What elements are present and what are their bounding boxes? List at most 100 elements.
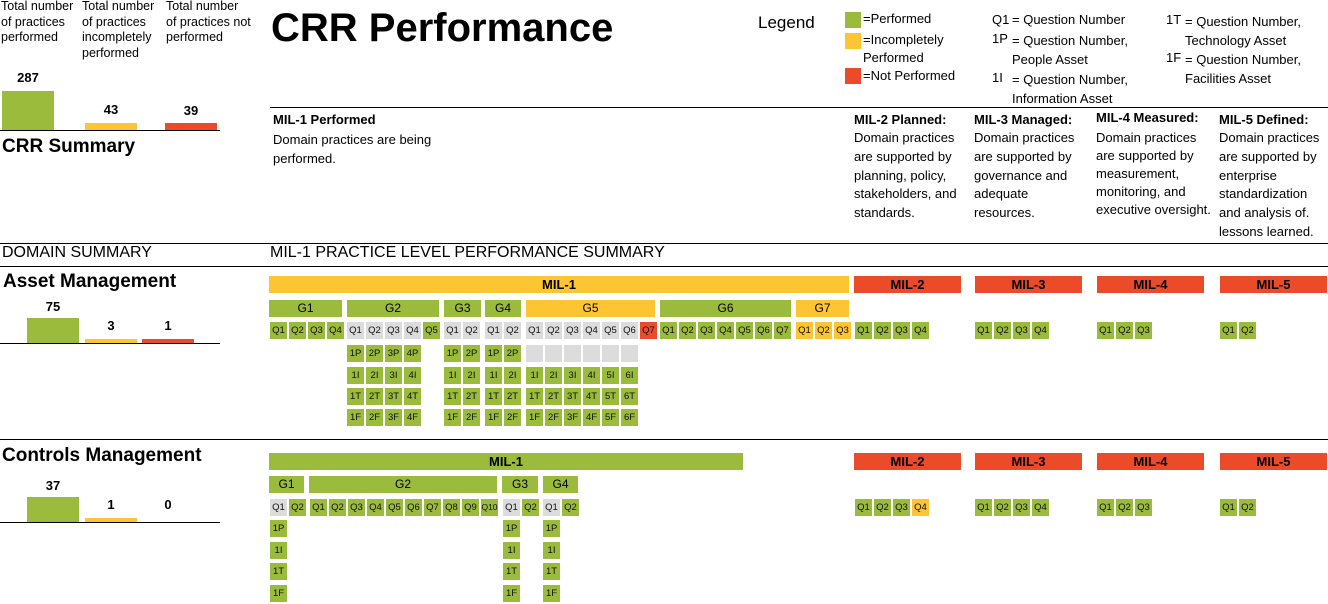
practice-cell: Q2: [994, 499, 1011, 516]
practice-cell: 1F: [444, 409, 461, 426]
practice-cell: Q1: [1097, 322, 1114, 339]
practice-cell: Q6: [621, 322, 638, 339]
practice-cell: 1F: [347, 409, 364, 426]
cm-mil2-header: MIL-2: [854, 453, 961, 470]
practice-cell: Q3: [1135, 499, 1152, 516]
practice-cell: Q1: [444, 322, 461, 339]
cm-goal-g2: G2: [309, 476, 497, 493]
section-topline: [0, 243, 1328, 244]
legend-code-q-desc: = Question Number: [1012, 12, 1126, 27]
practice-cell: 2T: [545, 388, 562, 405]
practice-cell: 1T: [503, 563, 520, 580]
practice-cell: 3F: [385, 409, 402, 426]
practice-cell: Q4: [912, 499, 929, 516]
practice-cell: 1T: [347, 388, 364, 405]
practice-cell: 2P: [366, 345, 383, 362]
legend-incomplete-swatch: [845, 33, 861, 49]
legend-not-performed-label: =Not Performed: [863, 68, 956, 83]
domain-divider: [0, 439, 1328, 440]
am-goal-g5: G5: [526, 300, 655, 317]
practice-cell: 4T: [583, 388, 600, 405]
practice-cell: 4F: [583, 409, 600, 426]
mil4-desc-title: MIL-4 Measured:: [1096, 110, 1199, 125]
practice-cell: [621, 345, 638, 362]
mil1-desc-title: MIL-1 Performed: [273, 112, 376, 127]
practice-cell: 1I: [485, 367, 502, 384]
am-goal-g4: G4: [485, 300, 521, 317]
practice-cell: Q3: [1135, 322, 1152, 339]
practice-cell: Q9: [462, 499, 479, 516]
practice-cell: 2I: [366, 367, 383, 384]
practice-cell: 3T: [564, 388, 581, 405]
practice-cell: Q3: [893, 322, 910, 339]
practice-cell: Q2: [1239, 322, 1256, 339]
practice-cell: [564, 345, 581, 362]
domain-name-controls-management: Controls Management: [2, 445, 202, 466]
practice-cell: 2F: [504, 409, 521, 426]
practice-cell: Q3: [385, 322, 402, 339]
mil5-desc-text: Domain practices are supported by enterp…: [1219, 130, 1320, 239]
practice-cell: Q4: [367, 499, 384, 516]
practice-cell: 4I: [583, 367, 600, 384]
cm-baseline: [0, 522, 220, 523]
practice-cell: 2F: [545, 409, 562, 426]
practice-cell: Q2: [994, 322, 1011, 339]
mil2-desc-text: Domain practices are supported by planni…: [854, 130, 957, 221]
practice-cell: 1T: [270, 563, 287, 580]
practice-cell: Q1: [660, 322, 677, 339]
practice-cell: Q7: [774, 322, 791, 339]
practice-cell: 5T: [602, 388, 619, 405]
practice-cell: [545, 345, 562, 362]
practice-cell: 1T: [526, 388, 543, 405]
am-goal-g3: G3: [444, 300, 481, 317]
practice-cell: [602, 345, 619, 362]
practice-cell: [526, 345, 543, 362]
mil3-desc-text: Domain practices are supported by govern…: [974, 130, 1075, 221]
legend-code-f-desc: = Question Number, Facilities Asset: [1185, 52, 1301, 86]
practice-cell: Q1: [1097, 499, 1114, 516]
practice-cell: Q1: [855, 499, 872, 516]
am-performed-value: 75: [45, 299, 61, 314]
practice-cell: Q1: [975, 322, 992, 339]
legend-code-t: 1T: [1166, 12, 1182, 27]
practice-cell: Q1: [1220, 499, 1237, 516]
practice-cell: 1I: [526, 367, 543, 384]
legend-code-p: 1P: [992, 31, 1008, 46]
legend-code-f: 1F: [1166, 50, 1182, 65]
practice-cell: Q4: [717, 322, 734, 339]
practice-cell: 1I: [543, 542, 560, 559]
practice-cell: Q1: [796, 322, 813, 339]
am-mil1-header: MIL-1: [269, 276, 849, 293]
practice-cell: Q2: [1116, 322, 1133, 339]
practice-cell: Q1: [347, 322, 364, 339]
practice-cell: Q1: [503, 499, 520, 516]
practice-cell: Q5: [602, 322, 619, 339]
practice-cell: Q1: [270, 322, 287, 339]
practice-cell: Q4: [583, 322, 600, 339]
legend-label: Legend: [758, 13, 815, 32]
legend-not-performed-swatch: [845, 68, 861, 84]
legend-code-q: Q1: [992, 12, 1010, 27]
practice-cell: 4I: [404, 367, 421, 384]
practice-cell: Q3: [564, 322, 581, 339]
practice-cell: Q1: [310, 499, 327, 516]
practice-cell: Q4: [1032, 499, 1049, 516]
legend-code-p-desc: = Question Number, People Asset: [1012, 33, 1128, 67]
domain-summary-heading: DOMAIN SUMMARY: [2, 244, 152, 261]
practice-cell: 5F: [602, 409, 619, 426]
summary-baseline: [0, 130, 220, 131]
am-goal-g1: G1: [269, 300, 342, 317]
cm-goal-g4: G4: [543, 476, 578, 493]
domain-name-asset-management: Asset Management: [3, 271, 177, 292]
practice-cell: 2T: [463, 388, 480, 405]
practice-cell: 4T: [404, 388, 421, 405]
practice-cell: Q1: [1220, 322, 1237, 339]
practice-cell: Q3: [348, 499, 365, 516]
practice-cell: 2T: [366, 388, 383, 405]
practice-cell: 3I: [564, 367, 581, 384]
practice-cell: 2I: [545, 367, 562, 384]
practice-cell: 3F: [564, 409, 581, 426]
practice-cell: Q2: [545, 322, 562, 339]
practice-cell: 1I: [444, 367, 461, 384]
cm-incomplete-bar: [85, 518, 137, 522]
